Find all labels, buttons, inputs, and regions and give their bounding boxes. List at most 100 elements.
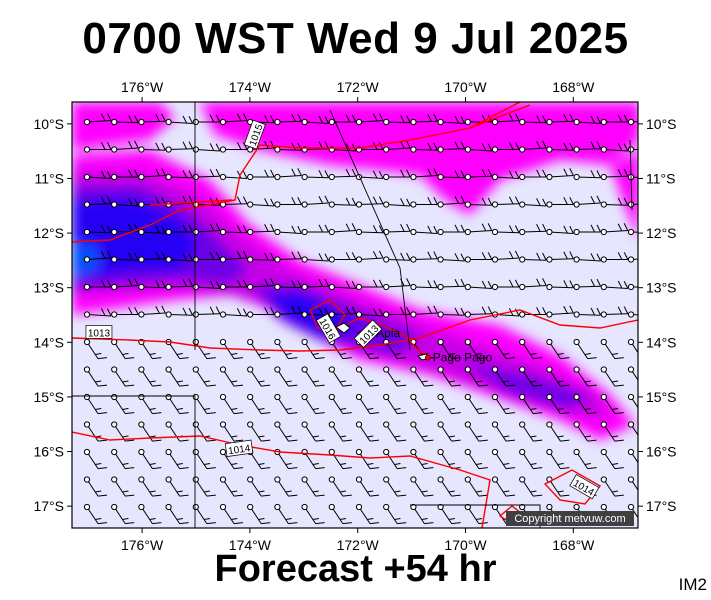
wind-barb: [464, 366, 488, 387]
wind-barb: [573, 278, 602, 291]
wind-barb: [410, 142, 438, 153]
wind-barb: [519, 338, 543, 360]
wind-barb: [219, 366, 244, 387]
wind-barb: [138, 168, 166, 181]
wind-barb: [138, 305, 166, 318]
wind-barb: [165, 115, 194, 126]
wind-barb: [328, 503, 352, 525]
lat-label-left: 15°S: [33, 389, 64, 405]
wind-barb: [301, 170, 330, 181]
wind-barb: [546, 142, 574, 153]
isobar-line: [72, 309, 638, 352]
wind-barb: [274, 366, 298, 387]
wind-barb: [247, 476, 271, 497]
wind-barb: [546, 338, 570, 360]
lat-label-right: 17°S: [646, 498, 677, 514]
wind-barb: [192, 143, 221, 153]
wind-barb: [192, 448, 216, 470]
lat-label-left: 17°S: [33, 498, 64, 514]
isobar-line: [334, 317, 431, 357]
wind-barb: [247, 278, 275, 291]
axis-ticks: 176°W 176°W 174°W 174°W 172°W 172°W 170°W 170°W…: [33, 79, 676, 553]
wind-barb: [138, 225, 166, 236]
wind-barb: [247, 252, 275, 263]
wind-barb: [410, 366, 434, 387]
wind-barb: [301, 421, 325, 442]
wind-barb: [301, 195, 330, 208]
wind-barb: [519, 223, 547, 236]
wind-barb: [301, 224, 330, 236]
wind-barb: [83, 142, 112, 153]
wind-barb: [464, 306, 493, 318]
lat-label-right: 11°S: [646, 170, 675, 186]
wind-barb: [437, 224, 466, 236]
wind-barb: [328, 223, 357, 236]
wind-barb: [464, 280, 493, 291]
wind-barb: [138, 366, 162, 387]
image-tag: IM2: [678, 575, 707, 594]
wind-barb: [219, 393, 244, 415]
wind-barb: [219, 250, 248, 263]
wind-barb: [192, 252, 221, 263]
wind-barb: [383, 366, 407, 387]
wind-barb: [410, 197, 438, 208]
wind-barb: [192, 503, 216, 525]
wind-barb: [410, 225, 438, 236]
isobar-layer: [72, 102, 638, 528]
lat-label-left: 16°S: [33, 444, 64, 460]
isobar-line: [72, 431, 491, 528]
wind-barb: [600, 197, 629, 208]
wind-barb: [491, 250, 520, 263]
plot-area: 176°W 176°W 174°W 174°W 172°W 172°W 170°W 170°W…: [33, 79, 676, 553]
wind-barb: [274, 251, 302, 263]
wind-barb: [519, 278, 547, 291]
page-title: 0700 WST Wed 9 Jul 2025: [82, 14, 629, 63]
wind-barb: [111, 338, 135, 360]
wind-barb: [328, 476, 352, 497]
wind-barb: [355, 421, 380, 442]
wind-barb: [573, 421, 597, 442]
wind-barb: [410, 421, 434, 442]
wind-barb: [83, 170, 112, 181]
wind-barb: [519, 307, 547, 318]
wind-barb: [219, 142, 248, 153]
wind-barb: [219, 476, 244, 497]
wind-barb: [573, 253, 602, 263]
wind-barb: [111, 503, 135, 525]
wind-barb: [573, 170, 602, 181]
wind-barb: [192, 114, 221, 126]
wind-barb: [491, 476, 516, 497]
wind-barb: [192, 338, 216, 360]
wind-barb: [546, 366, 570, 387]
wind-barb: [627, 311, 638, 318]
wind-barb: [437, 476, 461, 497]
lat-label-left: 12°S: [33, 225, 64, 241]
wind-barb: [83, 503, 108, 525]
wind-barb: [519, 140, 547, 153]
wind-barb: [274, 168, 302, 181]
wind-barb: [627, 228, 638, 236]
wind-barb: [383, 278, 411, 291]
wind-barb: [247, 503, 271, 525]
lat-label-right: 13°S: [646, 280, 677, 296]
wind-barb: [165, 224, 194, 236]
wind-barb: [546, 197, 574, 208]
wind-barb: [573, 393, 597, 415]
wind-barb: [83, 366, 108, 387]
wind-barb: [383, 421, 407, 442]
wind-barb: [138, 251, 166, 263]
wind-barb: [627, 448, 638, 464]
wind-barb: [328, 421, 352, 442]
wind-barb: [627, 503, 638, 519]
wind-barb: [600, 393, 624, 415]
wind-barb: [491, 279, 520, 291]
wind-barb: [410, 393, 434, 415]
wind-barb: [519, 448, 543, 470]
wind-barb: [600, 366, 624, 387]
wind-barb: [111, 252, 139, 263]
wind-barb: [383, 169, 411, 181]
wind-barb: [355, 366, 380, 387]
rain-area-heavy: [460, 360, 590, 410]
rain-area-light: [200, 102, 638, 215]
wind-barb: [247, 198, 275, 208]
